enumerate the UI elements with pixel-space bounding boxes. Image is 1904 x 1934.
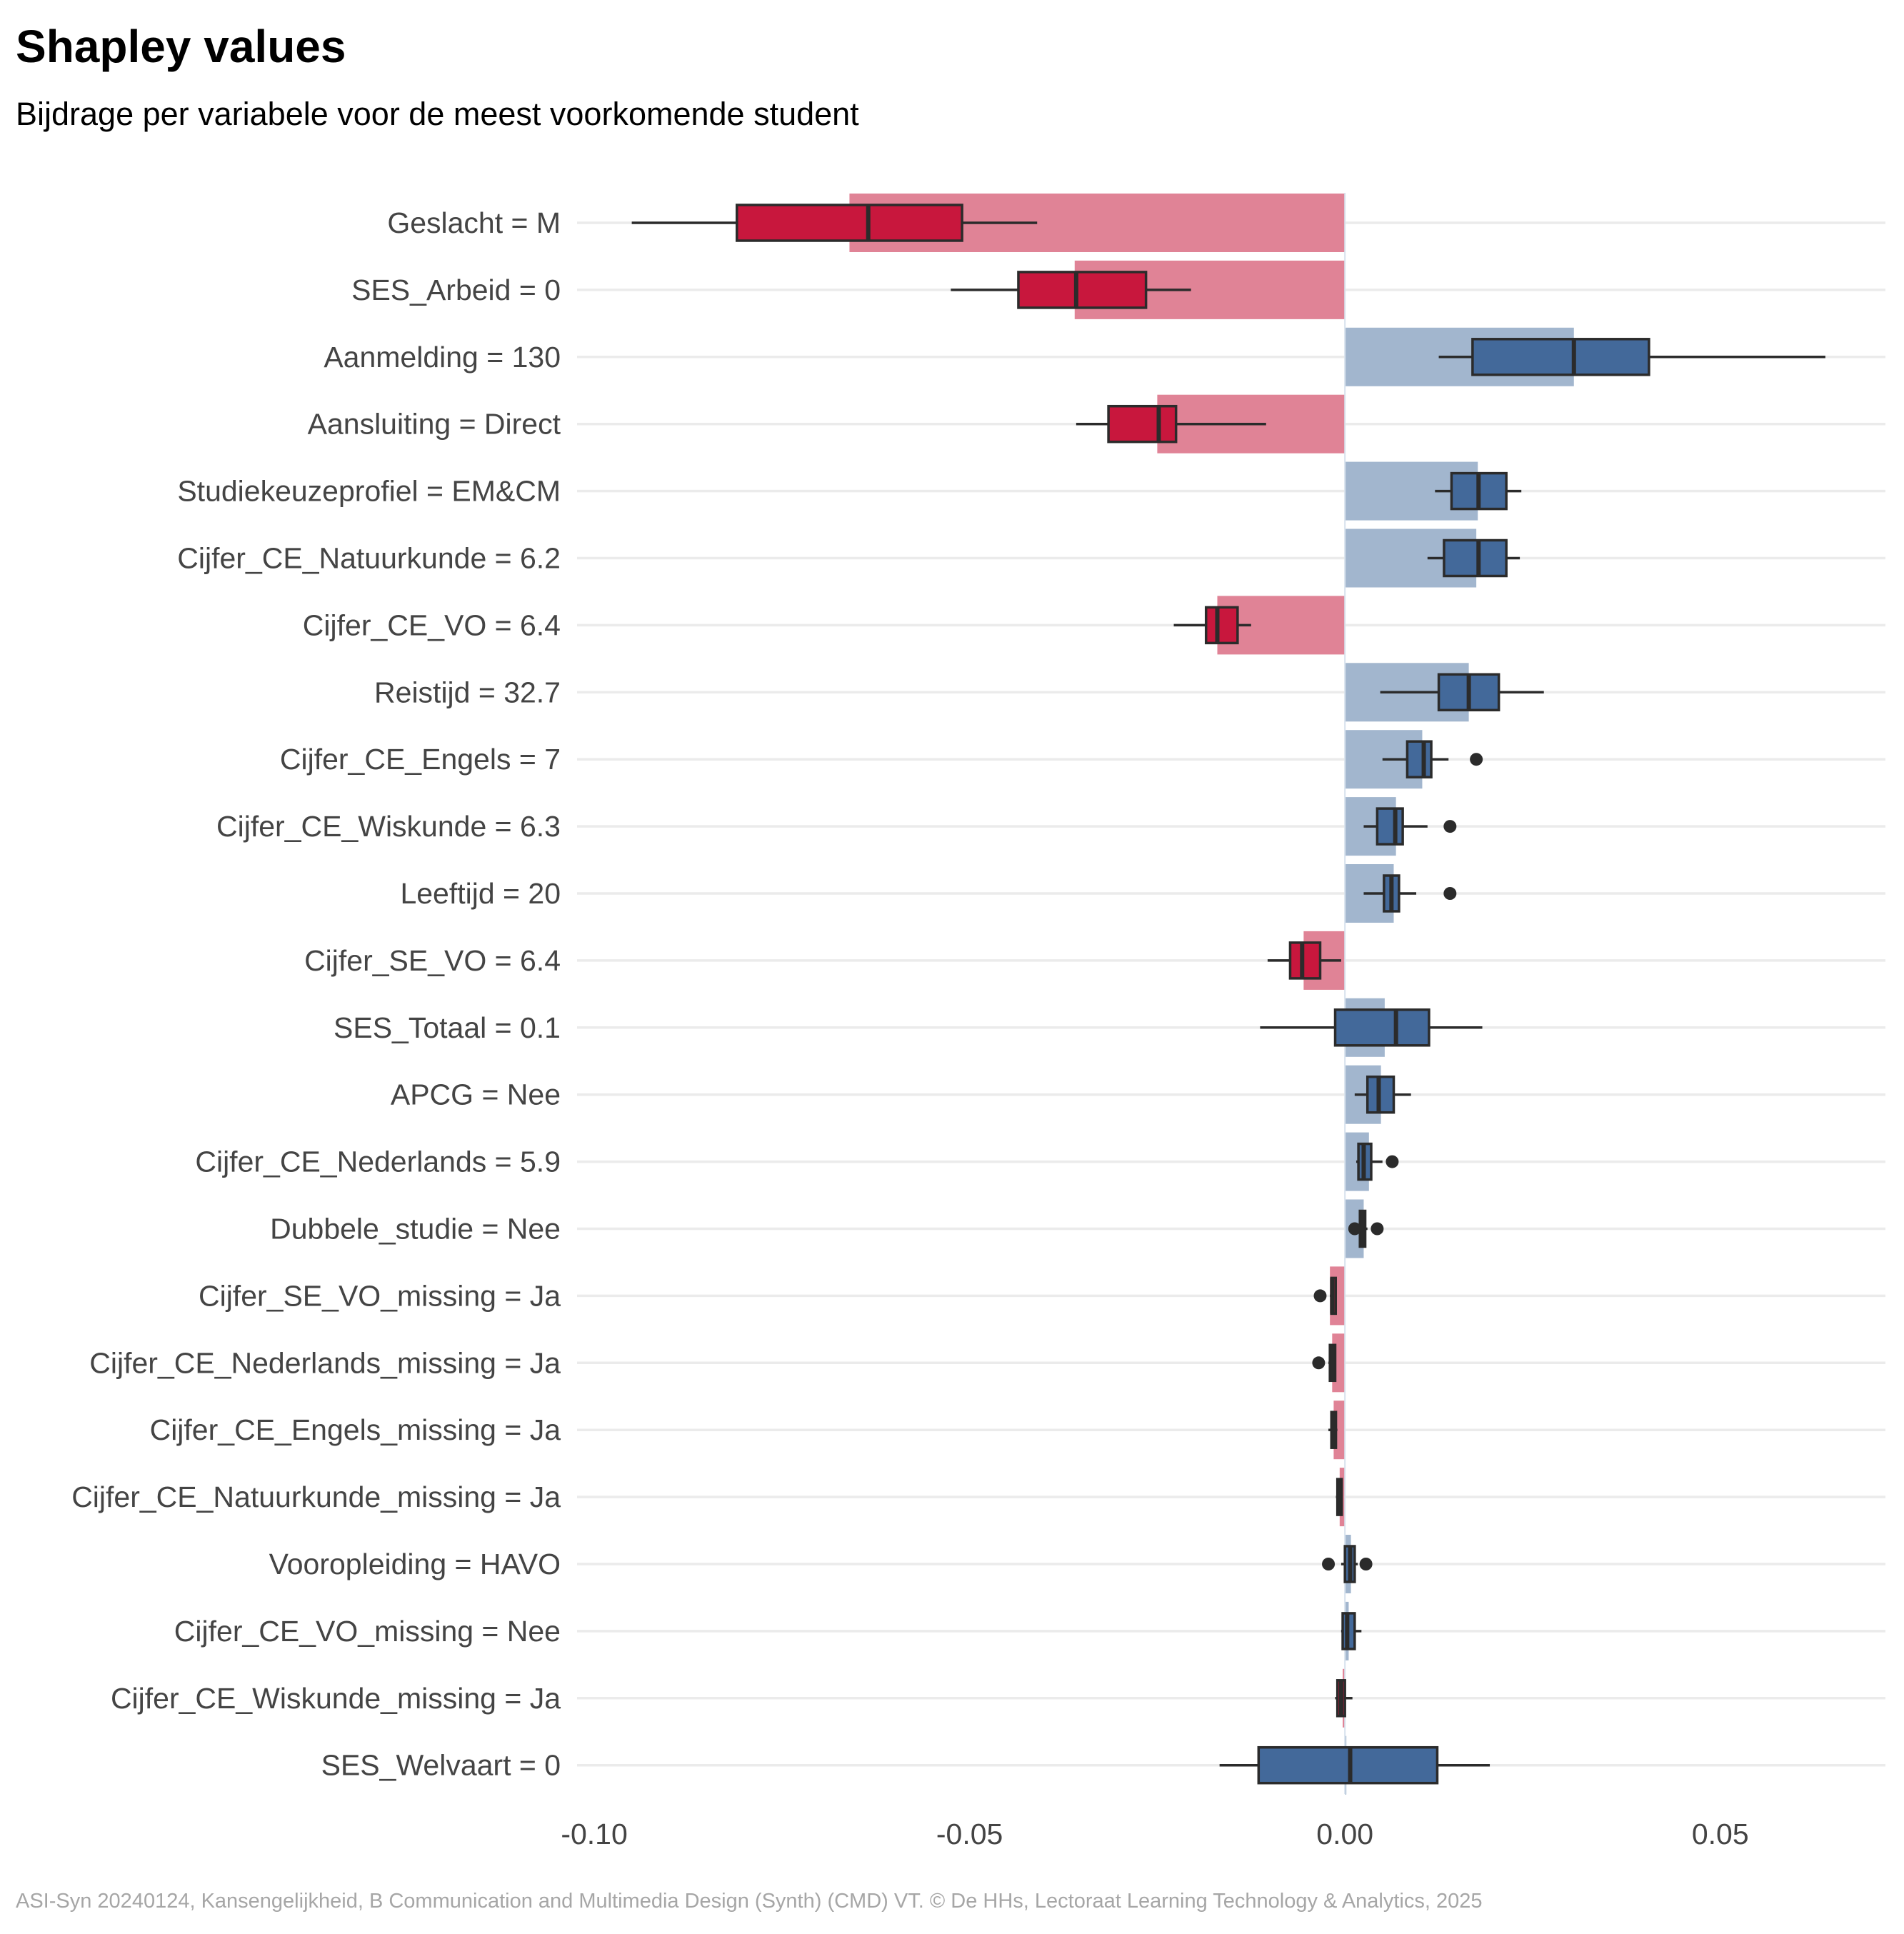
box-iqr — [1288, 941, 1322, 980]
box-iqr — [1376, 807, 1404, 846]
box-iqr — [1333, 1008, 1430, 1047]
box-outlier — [1386, 1155, 1399, 1168]
x-tick-label: 0.00 — [1316, 1818, 1373, 1850]
category-label: Leeftijd = 20 — [400, 877, 561, 910]
category-label: Cijfer_CE_VO = 6.4 — [303, 608, 561, 641]
category-label: Cijfer_CE_VO_missing = Nee — [174, 1615, 561, 1648]
category-label: Reistijd = 32.7 — [374, 676, 561, 708]
category-label: Cijfer_CE_Engels = 7 — [280, 743, 561, 776]
category-label: SES_Totaal = 0.1 — [334, 1011, 561, 1044]
category-label: Studiekeuzeprofiel = EM&CM — [177, 475, 561, 508]
bar-layer — [849, 194, 1574, 1795]
chart-subtitle: Bijdrage per variabele voor de meest voo… — [16, 96, 859, 132]
box-iqr — [1107, 404, 1178, 444]
box-outlier — [1313, 1289, 1327, 1303]
category-label: Vooropleiding = HAVO — [269, 1548, 561, 1580]
category-label: SES_Welvaart = 0 — [321, 1749, 561, 1782]
box-outlier — [1312, 1356, 1326, 1370]
category-label-layer: Geslacht = M SES_Arbeid = 0 Aanmelding = 1… — [71, 206, 561, 1782]
category-label: Cijfer_CE_Nederlands_missing = Ja — [89, 1346, 561, 1379]
box-outlier — [1470, 753, 1483, 766]
x-tick-label: 0.05 — [1692, 1818, 1749, 1850]
category-label: Aansluiting = Direct — [308, 408, 561, 441]
boxplot-layer — [631, 204, 1825, 1785]
shapley-chart: Geslacht = M SES_Arbeid = 0 Aanmelding = 1… — [71, 193, 1885, 1850]
x-tick-label: -0.10 — [561, 1818, 627, 1850]
category-label: Cijfer_CE_Nederlands = 5.9 — [195, 1146, 561, 1178]
chart-caption: ASI-Syn 20240124, Kansengelijkheid, B Co… — [16, 1890, 1483, 1913]
grid-layer — [577, 221, 1885, 1767]
box-iqr — [736, 204, 963, 242]
box-outlier — [1371, 1222, 1384, 1236]
box-iqr — [1443, 538, 1508, 578]
category-label: Aanmelding = 130 — [324, 341, 561, 374]
x-tick-layer: -0.10 -0.05 0.00 0.05 — [561, 1818, 1748, 1850]
category-label: Cijfer_CE_Wiskunde = 6.3 — [216, 810, 561, 843]
box-iqr — [1017, 271, 1148, 309]
category-label: Cijfer_CE_Natuurkunde_missing = Ja — [71, 1480, 561, 1513]
category-label: Cijfer_SE_VO = 6.4 — [304, 944, 561, 977]
box-iqr — [1204, 606, 1239, 645]
box-outlier — [1359, 1558, 1373, 1570]
box-outlier — [1348, 1222, 1361, 1236]
box-outlier — [1322, 1558, 1336, 1570]
category-label: Cijfer_CE_Engels_missing = Ja — [150, 1413, 561, 1446]
category-label: Cijfer_CE_Wiskunde_missing = Ja — [111, 1682, 561, 1715]
category-label: SES_Arbeid = 0 — [351, 274, 561, 306]
category-label: Geslacht = M — [387, 206, 561, 239]
box-iqr — [1257, 1745, 1439, 1785]
box-outlier — [1443, 820, 1457, 833]
x-tick-label: -0.05 — [936, 1818, 1003, 1850]
category-label: Cijfer_CE_Natuurkunde = 6.2 — [177, 542, 561, 575]
category-label: Dubbele_studie = Nee — [270, 1213, 561, 1246]
box-outlier — [1443, 887, 1457, 900]
box-iqr — [1406, 740, 1433, 778]
category-label: APCG = Nee — [391, 1078, 561, 1111]
category-label: Cijfer_SE_VO_missing = Ja — [199, 1279, 561, 1312]
box-iqr — [1471, 338, 1650, 376]
chart-title: Shapley values — [16, 21, 346, 72]
